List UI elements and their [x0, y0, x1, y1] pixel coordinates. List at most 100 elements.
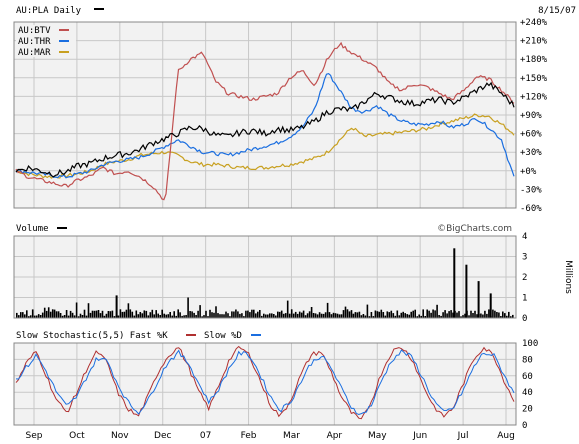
- volume-bar: [51, 309, 54, 318]
- x-tick-label: Jun: [412, 431, 427, 441]
- volume-bar: [275, 315, 277, 318]
- volume-bar: [372, 316, 375, 318]
- volume-bar: [380, 309, 383, 318]
- volume-bar: [354, 312, 357, 318]
- volume-bar: [37, 314, 40, 318]
- volume-bar: [324, 312, 327, 318]
- volume-bar: [149, 312, 152, 318]
- volume-bar: [109, 311, 112, 318]
- volume-bar: [472, 313, 474, 318]
- volume-bar: [358, 311, 361, 318]
- volume-bar: [512, 314, 514, 318]
- volume-bar: [229, 316, 231, 318]
- volume-bar: [464, 313, 466, 318]
- x-tick-label: Oct: [69, 431, 85, 441]
- volume-bar: [67, 315, 70, 318]
- volume-panel-border: [13, 235, 517, 319]
- volume-bar: [416, 316, 418, 318]
- stochastic-tick-label: 20: [522, 405, 533, 415]
- volume-bar: [424, 316, 426, 318]
- volume-bar: [99, 313, 102, 318]
- volume-bar: [97, 310, 100, 318]
- volume-spike: [115, 295, 118, 318]
- volume-bar: [446, 313, 448, 318]
- legend: AU:BTV AU:THR AU:MAR: [16, 25, 76, 58]
- volume-bar: [235, 309, 237, 318]
- volume-bar: [277, 311, 279, 318]
- volume-tick-label: 1: [522, 294, 527, 304]
- volume-bar: [398, 315, 401, 318]
- volume-bar: [456, 312, 458, 318]
- stochastic-title-mid: Slow %D: [204, 331, 242, 341]
- volume-bar: [161, 309, 163, 318]
- volume-bar: [137, 314, 140, 318]
- volume-bar: [476, 314, 478, 318]
- volume-bar: [75, 302, 78, 318]
- volume-bar: [81, 315, 84, 318]
- volume-bar: [342, 310, 345, 318]
- x-tick-label: Nov: [111, 431, 129, 441]
- series-line-au-thr: [15, 73, 515, 179]
- x-tick-label: Feb: [241, 431, 257, 441]
- volume-bar: [77, 316, 80, 318]
- stochastic-panel-border: [13, 342, 517, 426]
- volume-bar: [312, 313, 315, 318]
- price-tick-label: +0%: [520, 167, 537, 177]
- volume-bar: [444, 310, 446, 318]
- volume-bar: [360, 315, 363, 318]
- volume-bar: [28, 316, 30, 318]
- x-tick-label: Jul: [457, 431, 469, 441]
- volume-bar: [280, 310, 283, 318]
- volume-bar: [249, 312, 251, 318]
- stochastic-tick-label: 40: [522, 388, 533, 398]
- stochastic-tick-label: 60: [522, 372, 533, 382]
- volume-bar: [55, 311, 58, 318]
- volume-bar: [69, 310, 72, 318]
- volume-bar: [151, 309, 154, 318]
- volume-bar: [117, 315, 120, 318]
- volume-bar: [376, 311, 379, 318]
- volume-bar: [492, 309, 494, 318]
- volume-tick-label: 4: [522, 232, 527, 242]
- volume-bar: [504, 313, 506, 318]
- price-series-group: [15, 41, 515, 201]
- volume-bar: [502, 311, 504, 318]
- volume-bar: [63, 315, 66, 318]
- volume-bar: [233, 311, 235, 318]
- stochastic-title: Slow Stochastic(5,5) Fast %K: [16, 331, 168, 341]
- volume-bar: [113, 316, 116, 318]
- volume-bar: [410, 311, 412, 318]
- volume-bar: [169, 312, 171, 318]
- volume-bar: [269, 313, 271, 318]
- volume-bar: [348, 311, 351, 318]
- volume-bar: [61, 315, 64, 318]
- volume-bar: [430, 312, 432, 318]
- volume-bar: [414, 309, 416, 318]
- volume-bar: [241, 313, 243, 318]
- volume-bar: [328, 312, 331, 318]
- volume-bar: [440, 315, 442, 318]
- price-tick-label: +120%: [520, 92, 548, 102]
- volume-bar: [404, 313, 406, 318]
- volume-bar: [396, 310, 399, 318]
- volume-bar: [438, 315, 440, 318]
- volume-bar: [265, 314, 267, 318]
- volume-bar: [350, 310, 353, 318]
- volume-bar: [332, 312, 335, 318]
- volume-bar: [480, 313, 482, 318]
- volume-bar: [284, 313, 287, 318]
- volume-bar: [294, 311, 297, 318]
- volume-bar: [31, 309, 34, 318]
- x-tick-label: Apr: [327, 431, 343, 441]
- volume-spike: [477, 281, 480, 318]
- volume-bar: [428, 310, 430, 318]
- volume-bar: [237, 311, 239, 318]
- volume-bar: [181, 315, 183, 318]
- volume-bar: [486, 313, 488, 318]
- volume-bar: [302, 310, 305, 318]
- volume-bar: [462, 315, 464, 318]
- legend-swatch-thr: [59, 40, 69, 42]
- volume-bar: [330, 314, 333, 318]
- volume-spike: [489, 293, 492, 318]
- chart-title: AU:PLA Daily: [16, 6, 82, 16]
